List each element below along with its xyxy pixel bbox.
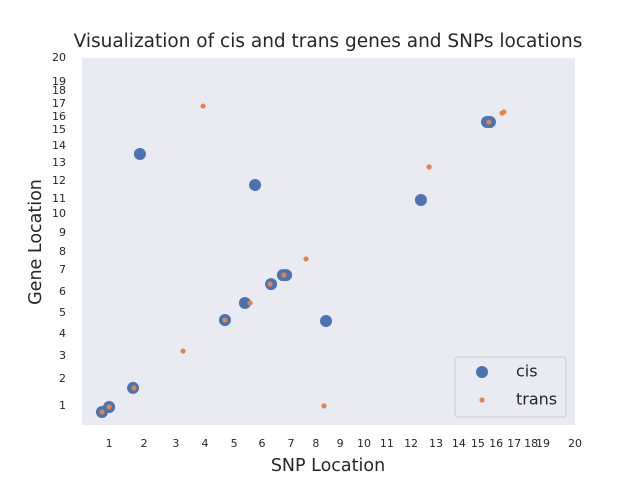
- y-tick-label: 13: [52, 156, 66, 169]
- y-tick-label: 2: [59, 372, 66, 385]
- legend-label: trans: [516, 390, 557, 409]
- x-tick-label: 16: [489, 437, 503, 450]
- x-tick-label: 14: [452, 437, 466, 450]
- point: [222, 317, 228, 323]
- y-tick-label: 9: [59, 226, 66, 239]
- y-tick-label: 5: [59, 306, 66, 319]
- point: [238, 296, 251, 309]
- legend-marker: [476, 366, 488, 378]
- x-tick-label: 4: [202, 437, 209, 450]
- y-tick-label: 1: [59, 399, 66, 412]
- x-tick-label: 13: [429, 437, 443, 450]
- point: [267, 281, 273, 287]
- point: [414, 194, 427, 207]
- point: [320, 314, 333, 327]
- x-tick-label: 10: [357, 437, 371, 450]
- y-tick-label: 15: [52, 123, 66, 136]
- y-axis-label: Gene Location: [26, 179, 46, 305]
- x-tick-label: 12: [404, 437, 418, 450]
- point: [200, 103, 206, 109]
- point: [501, 109, 507, 115]
- y-tick-label: 6: [59, 285, 66, 298]
- y-tick-label: 11: [52, 192, 66, 205]
- y-tick-label: 16: [52, 110, 66, 123]
- point: [133, 147, 146, 160]
- point: [303, 256, 309, 262]
- y-tick-label: 20: [52, 51, 66, 64]
- x-tick-label: 2: [141, 437, 148, 450]
- x-tick-label: 18: [524, 437, 538, 450]
- point: [99, 409, 105, 415]
- point: [321, 403, 327, 409]
- point: [426, 164, 432, 170]
- y-tick-label: 19: [52, 75, 66, 88]
- point: [247, 300, 253, 306]
- y-tick-label: 17: [52, 97, 66, 110]
- y-tick-label: 8: [59, 245, 66, 258]
- y-tick-label: 12: [52, 174, 66, 187]
- x-tick-label: 8: [312, 437, 319, 450]
- x-tick-label: 3: [172, 437, 179, 450]
- x-tick-label: 5: [231, 437, 238, 450]
- y-tick-label: 7: [59, 263, 66, 276]
- legend: cis trans: [454, 356, 567, 418]
- x-axis-label: SNP Location: [271, 456, 385, 476]
- y-tick-label: 18: [52, 84, 66, 97]
- x-tick-label: 7: [288, 437, 295, 450]
- x-tick-label: 6: [258, 437, 265, 450]
- y-tick-label: 14: [52, 139, 66, 152]
- y-tick-label: 4: [59, 327, 66, 340]
- x-tick-label: 17: [507, 437, 521, 450]
- x-tick-label: 20: [568, 437, 582, 450]
- legend-label: cis: [516, 362, 538, 381]
- point: [249, 178, 262, 191]
- x-tick-label: 11: [380, 437, 394, 450]
- point: [106, 404, 112, 410]
- point: [131, 385, 137, 391]
- point: [486, 119, 492, 125]
- point: [180, 348, 186, 354]
- x-tick-label: 1: [106, 437, 113, 450]
- point: [281, 272, 287, 278]
- x-tick-label: 9: [337, 437, 344, 450]
- y-tick-label: 3: [59, 349, 66, 362]
- chart-title: Visualization of cis and trans genes and…: [74, 31, 583, 52]
- x-tick-label: 19: [536, 437, 550, 450]
- x-tick-label: 15: [471, 437, 485, 450]
- legend-marker: [479, 397, 485, 403]
- y-tick-label: 10: [52, 207, 66, 220]
